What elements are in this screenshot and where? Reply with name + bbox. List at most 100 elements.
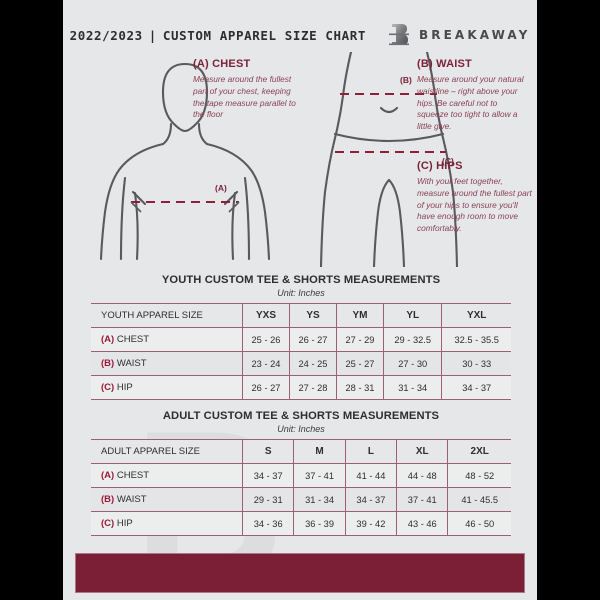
chest-marker-label: (A) — [215, 183, 227, 193]
adult-waist-l: 34 - 37 — [345, 487, 398, 512]
adult-hip-2xl: 46 - 50 — [447, 511, 511, 536]
youth-chest-yl: 29 - 32.5 — [383, 327, 443, 352]
note-waist-title: (B) WAIST — [417, 58, 472, 70]
note-hips-body: With your feet together, measure around … — [417, 176, 532, 234]
youth-row-label-hip: (C) HIP — [91, 375, 243, 400]
youth-size-col-0: YXS — [242, 303, 290, 328]
adult-waist-xl: 37 - 41 — [396, 487, 449, 512]
youth-size-col-1: YS — [289, 303, 337, 328]
table-header-row: YOUTH APPAREL SIZE YXS YS YM YL YXL — [91, 303, 511, 328]
adult-size-col-4: 2XL — [447, 439, 511, 464]
youth-row-label-chest: (A) CHEST — [91, 327, 243, 352]
brand-logo: BREAKAWAY — [388, 22, 530, 48]
youth-hip-yxs: 26 - 27 — [242, 375, 290, 400]
adult-rowname-chest: CHEST — [116, 470, 150, 481]
adult-chest-2xl: 48 - 52 — [447, 463, 511, 488]
youth-chest-ym: 27 - 29 — [336, 327, 384, 352]
note-hips-title: (C) HIPS — [417, 160, 463, 172]
header-separator: | — [148, 27, 157, 43]
adult-size-col-3: XL — [396, 439, 449, 464]
adult-chest-m: 37 - 41 — [293, 463, 346, 488]
adult-rowname-waist: WAIST — [116, 494, 147, 505]
youth-waist-ys: 24 - 25 — [289, 351, 337, 376]
adult-marker-hip: (C) — [101, 518, 115, 529]
adult-size-col-2: L — [345, 439, 398, 464]
youth-rowname-hip: HIP — [116, 382, 133, 393]
youth-size-col-2: YM — [336, 303, 384, 328]
youth-hip-yxl: 34 - 37 — [441, 375, 511, 400]
adult-waist-m: 31 - 34 — [293, 487, 346, 512]
adult-row-label-waist: (B) WAIST — [91, 487, 243, 512]
chart-sheet: B 2022/2023|CUSTOM APPAREL SIZE CHART — [63, 0, 537, 600]
table-row: (A) CHEST 25 - 26 26 - 27 27 - 29 29 - 3… — [91, 327, 511, 352]
youth-chest-yxs: 25 - 26 — [242, 327, 290, 352]
youth-rowname-chest: CHEST — [116, 334, 150, 345]
adult-marker-chest: (A) — [101, 470, 115, 481]
table-row: (A) CHEST 34 - 37 37 - 41 41 - 44 44 - 4… — [91, 463, 511, 488]
adult-chest-l: 41 - 44 — [345, 463, 398, 488]
hips-marker-label: (C) — [442, 156, 454, 166]
body-measurement-illustration: (A) (B) (C) (A) CHEST Measure around the… — [63, 52, 537, 267]
note-chest-body: Measure around the fullest part of your … — [193, 74, 296, 120]
note-waist-body: Measure around your natural waistline – … — [417, 74, 524, 132]
adult-hip-s: 34 - 36 — [242, 511, 295, 536]
table-row: (C) HIP 26 - 27 27 - 28 28 - 31 31 - 34 … — [91, 375, 511, 400]
youth-waist-yxl: 30 - 33 — [441, 351, 511, 376]
youth-row-label-waist: (B) WAIST — [91, 351, 243, 376]
brand-name: BREAKAWAY — [419, 28, 531, 42]
breakaway-b-logo-icon — [388, 22, 410, 48]
youth-size-table: YOUTH APPAREL SIZE YXS YS YM YL YXL (A) … — [91, 303, 511, 400]
youth-hip-ym: 28 - 31 — [336, 375, 384, 400]
youth-table-title: YOUTH CUSTOM TEE & SHORTS MEASUREMENTS — [161, 274, 441, 286]
table-row: (B) WAIST 23 - 24 24 - 25 25 - 27 27 - 3… — [91, 351, 511, 376]
season-label: 2022/2023 — [69, 27, 143, 43]
youth-size-table-block: YOUTH CUSTOM TEE & SHORTS MEASUREMENTS U… — [91, 274, 511, 400]
adult-chest-s: 34 - 37 — [242, 463, 295, 488]
adult-row-label-hip: (C) HIP — [91, 511, 243, 536]
adult-hip-l: 39 - 42 — [345, 511, 398, 536]
adult-rowname-hip: HIP — [116, 518, 133, 529]
youth-hip-yl: 31 - 34 — [383, 375, 443, 400]
adult-waist-s: 29 - 31 — [242, 487, 295, 512]
youth-hip-ys: 27 - 28 — [289, 375, 337, 400]
table-header-row: ADULT APPAREL SIZE S M L XL 2XL — [91, 439, 511, 464]
youth-size-col-4: YXL — [441, 303, 511, 328]
table-row: (B) WAIST 29 - 31 31 - 34 34 - 37 37 - 4… — [91, 487, 511, 512]
youth-chest-ys: 26 - 27 — [289, 327, 337, 352]
youth-marker-hip: (C) — [101, 382, 115, 393]
note-waist: (B) WAIST Measure around your natural wa… — [417, 58, 529, 133]
adult-size-col-0: S — [242, 439, 295, 464]
adult-row-header: ADULT APPAREL SIZE — [91, 439, 243, 464]
note-chest-title: (A) CHEST — [193, 58, 251, 70]
youth-rowname-waist: WAIST — [116, 358, 147, 369]
youth-waist-ym: 25 - 27 — [336, 351, 384, 376]
youth-marker-chest: (A) — [101, 334, 115, 345]
adult-hip-m: 36 - 39 — [293, 511, 346, 536]
note-chest: (A) CHEST Measure around the fullest par… — [193, 58, 298, 121]
youth-waist-yl: 27 - 30 — [383, 351, 443, 376]
adult-size-table: ADULT APPAREL SIZE S M L XL 2XL (A) CHES… — [91, 439, 511, 536]
adult-size-col-1: M — [293, 439, 346, 464]
footer-banner-bar — [75, 553, 525, 593]
adult-row-label-chest: (A) CHEST — [91, 463, 243, 488]
adult-waist-2xl: 41 - 45.5 — [447, 487, 511, 512]
youth-marker-waist: (B) — [101, 358, 115, 369]
page-title: CUSTOM APPAREL SIZE CHART — [162, 27, 367, 43]
note-hips: (C) HIPS With your feet together, measur… — [417, 160, 532, 235]
youth-row-header: YOUTH APPAREL SIZE — [91, 303, 243, 328]
youth-table-unit: Unit: Inches — [277, 288, 325, 298]
adult-chest-xl: 44 - 48 — [396, 463, 449, 488]
youth-waist-yxs: 23 - 24 — [242, 351, 290, 376]
youth-chest-yxl: 32.5 - 35.5 — [441, 327, 511, 352]
waist-marker-label: (B) — [400, 75, 412, 85]
adult-marker-waist: (B) — [101, 494, 115, 505]
table-row: (C) HIP 34 - 36 36 - 39 39 - 42 43 - 46 … — [91, 511, 511, 536]
page-header: 2022/2023 | CUSTOM APPAREL SIZE CHART — [63, 18, 537, 52]
adult-hip-xl: 43 - 46 — [396, 511, 449, 536]
adult-table-unit: Unit: Inches — [277, 424, 325, 434]
adult-size-table-block: ADULT CUSTOM TEE & SHORTS MEASUREMENTS U… — [91, 410, 511, 536]
adult-table-title: ADULT CUSTOM TEE & SHORTS MEASUREMENTS — [162, 410, 440, 422]
youth-size-col-3: YL — [383, 303, 443, 328]
header-title-line: 2022/2023 | CUSTOM APPAREL SIZE CHART — [70, 28, 366, 43]
